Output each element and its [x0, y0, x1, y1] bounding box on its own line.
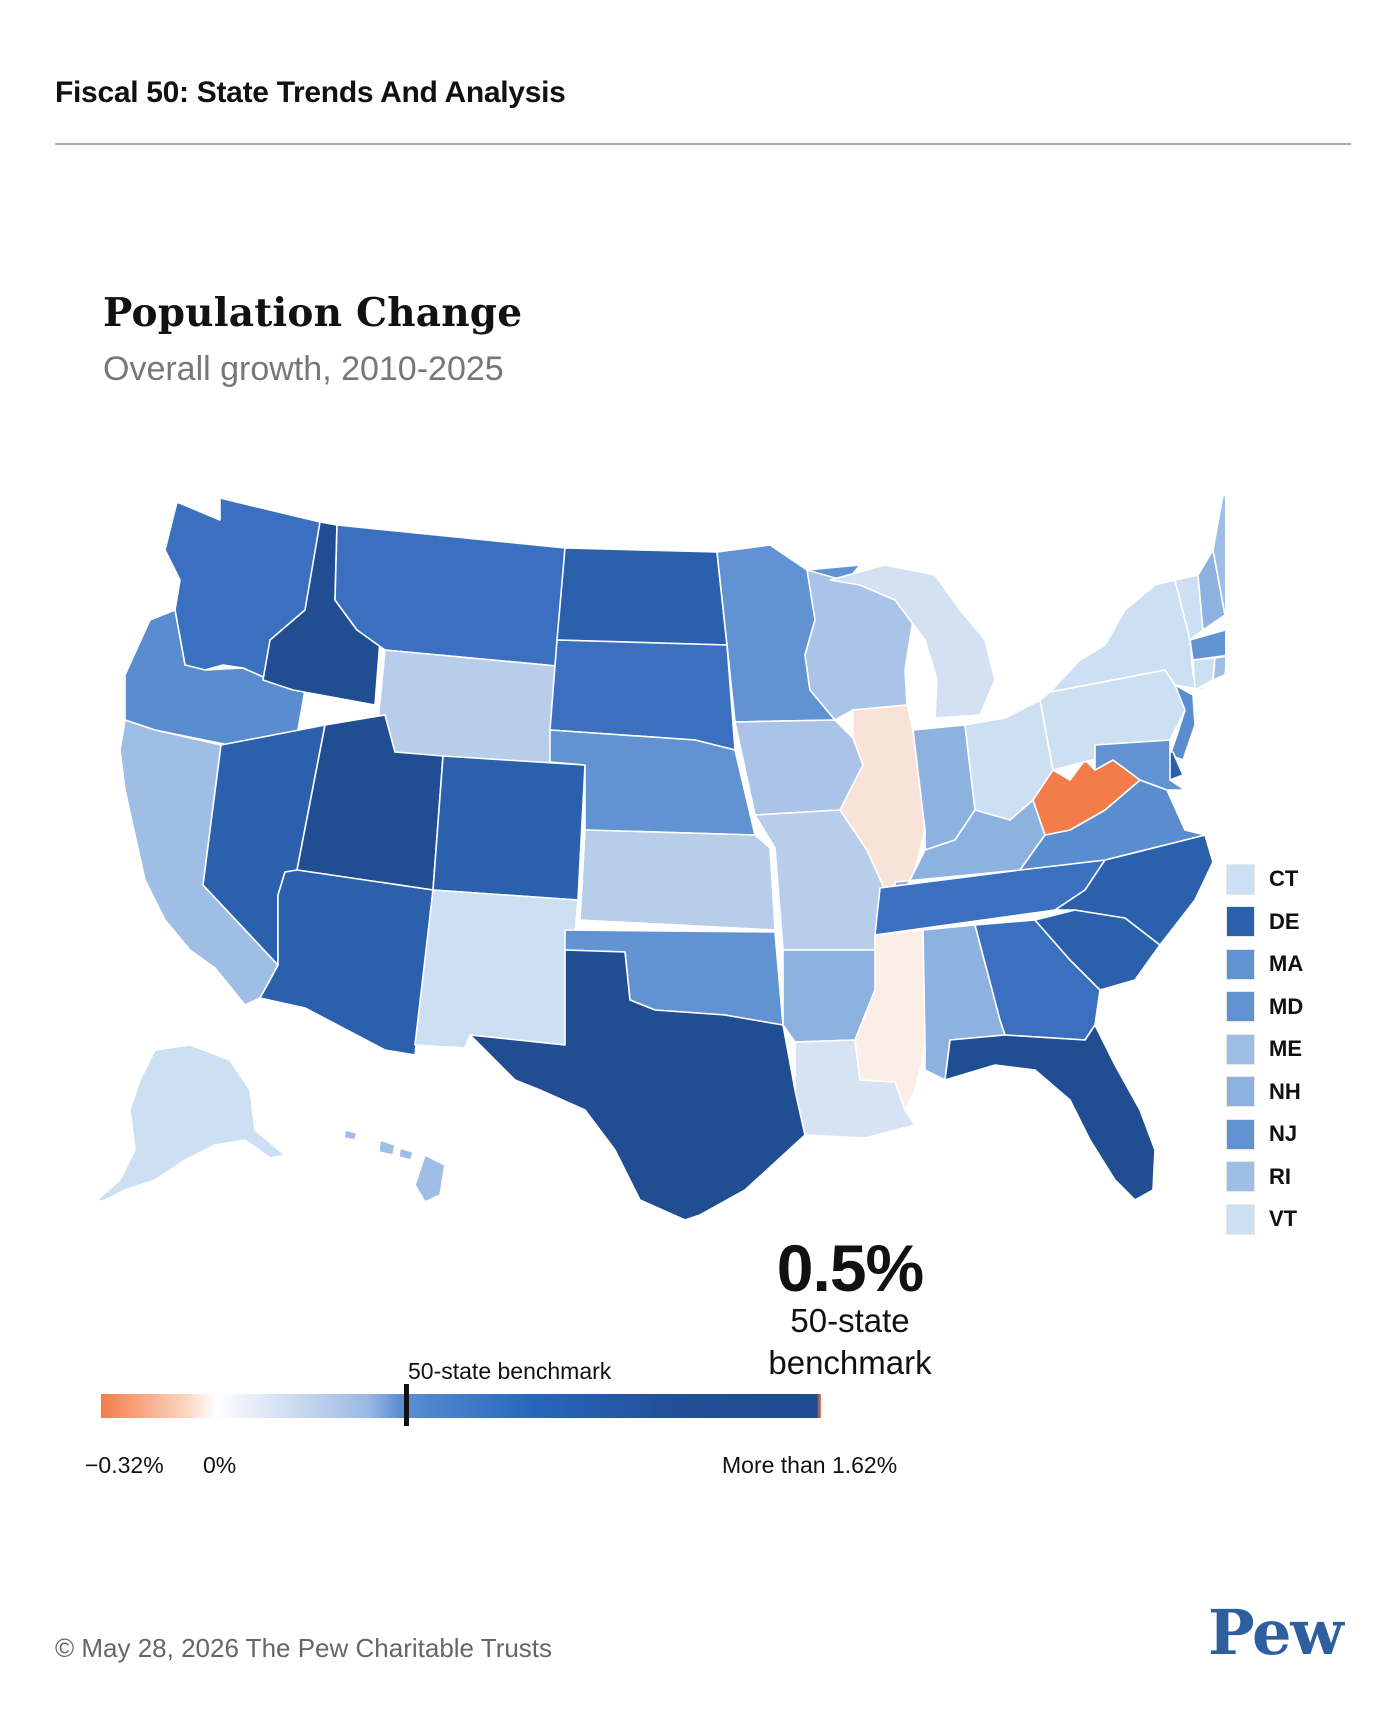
state-CO[interactable] — [432, 755, 586, 901]
copyright-footer: © May 28, 2026 The Pew Charitable Trusts — [55, 1633, 553, 1663]
legend-swatch — [1226, 863, 1255, 895]
state-MA[interactable] — [1189, 629, 1225, 661]
legend-label: RI — [1269, 1163, 1291, 1189]
scale-tick-zero: 0% — [203, 1452, 237, 1478]
legend-label: MA — [1269, 951, 1304, 977]
benchmark-value: 0.5% — [776, 1231, 924, 1305]
small-state-legend-item[interactable]: MA — [1226, 943, 1303, 986]
small-state-legend: CT DE MA MD ME NH NJ RI VT — [1226, 858, 1303, 1241]
legend-swatch — [1226, 1118, 1255, 1150]
small-state-legend-item[interactable]: NH — [1226, 1071, 1303, 1114]
small-state-legend-item[interactable]: CT — [1226, 858, 1303, 901]
state-ME[interactable] — [1212, 494, 1225, 616]
legend-swatch — [1226, 1033, 1255, 1065]
state-MI[interactable] — [829, 564, 996, 719]
state-MD[interactable] — [1094, 739, 1186, 791]
legend-swatch — [1226, 1076, 1255, 1108]
state-NJ[interactable] — [1169, 684, 1196, 761]
small-state-legend-item[interactable]: NJ — [1226, 1113, 1303, 1156]
colorbar-benchmark-caption: 50-state benchmark — [408, 1358, 612, 1384]
color-scale-bar — [101, 1394, 821, 1418]
scale-tick-max: More than 1.62% — [722, 1452, 898, 1478]
chart-subtitle: Overall growth, 2010-2025 — [103, 350, 504, 388]
legend-label: MD — [1269, 993, 1304, 1019]
state-AZ[interactable] — [259, 869, 434, 1056]
state-KS[interactable] — [579, 829, 776, 931]
pew-logo: Pew — [1208, 1596, 1344, 1669]
benchmark-label: 50-state benchmark — [768, 1302, 932, 1381]
page-header-title: Fiscal 50: State Trends And Analysis — [55, 76, 566, 109]
legend-label: CT — [1269, 866, 1299, 892]
state-FL[interactable] — [944, 1024, 1156, 1201]
small-state-legend-item[interactable]: MD — [1226, 986, 1303, 1029]
state-HI[interactable] — [414, 1154, 446, 1203]
state-RI[interactable] — [1212, 655, 1225, 681]
legend-swatch — [1226, 1203, 1255, 1235]
small-state-legend-item[interactable]: ME — [1226, 1028, 1303, 1071]
state-IA[interactable] — [734, 719, 864, 816]
legend-label: NH — [1269, 1078, 1301, 1104]
legend-label: ME — [1269, 1036, 1302, 1062]
header-divider — [55, 143, 1351, 145]
state-NH[interactable] — [1197, 549, 1225, 631]
state-TX[interactable] — [469, 949, 806, 1220]
small-state-legend-item[interactable]: RI — [1226, 1156, 1303, 1199]
scale-tick-min: −0.32% — [85, 1452, 164, 1478]
us-choropleth-map — [95, 494, 1225, 1220]
small-state-legend-item[interactable]: VT — [1226, 1198, 1303, 1241]
legend-swatch — [1226, 991, 1255, 1023]
state-AK[interactable] — [95, 1044, 286, 1203]
state-HI-islands[interactable] — [343, 1129, 414, 1161]
small-state-legend-item[interactable]: DE — [1226, 901, 1303, 944]
state-NC[interactable] — [1054, 834, 1214, 946]
legend-swatch — [1226, 1161, 1255, 1193]
legend-swatch — [1226, 906, 1255, 938]
legend-label: DE — [1269, 908, 1300, 934]
legend-swatch — [1226, 948, 1255, 980]
legend-label: NJ — [1269, 1121, 1298, 1147]
chart-title: Population Change — [103, 290, 523, 336]
state-ND[interactable] — [556, 547, 728, 646]
state-NM[interactable] — [414, 889, 579, 1049]
legend-label: VT — [1269, 1206, 1298, 1232]
benchmark-marker — [404, 1384, 409, 1426]
state-CT[interactable] — [1192, 657, 1216, 691]
